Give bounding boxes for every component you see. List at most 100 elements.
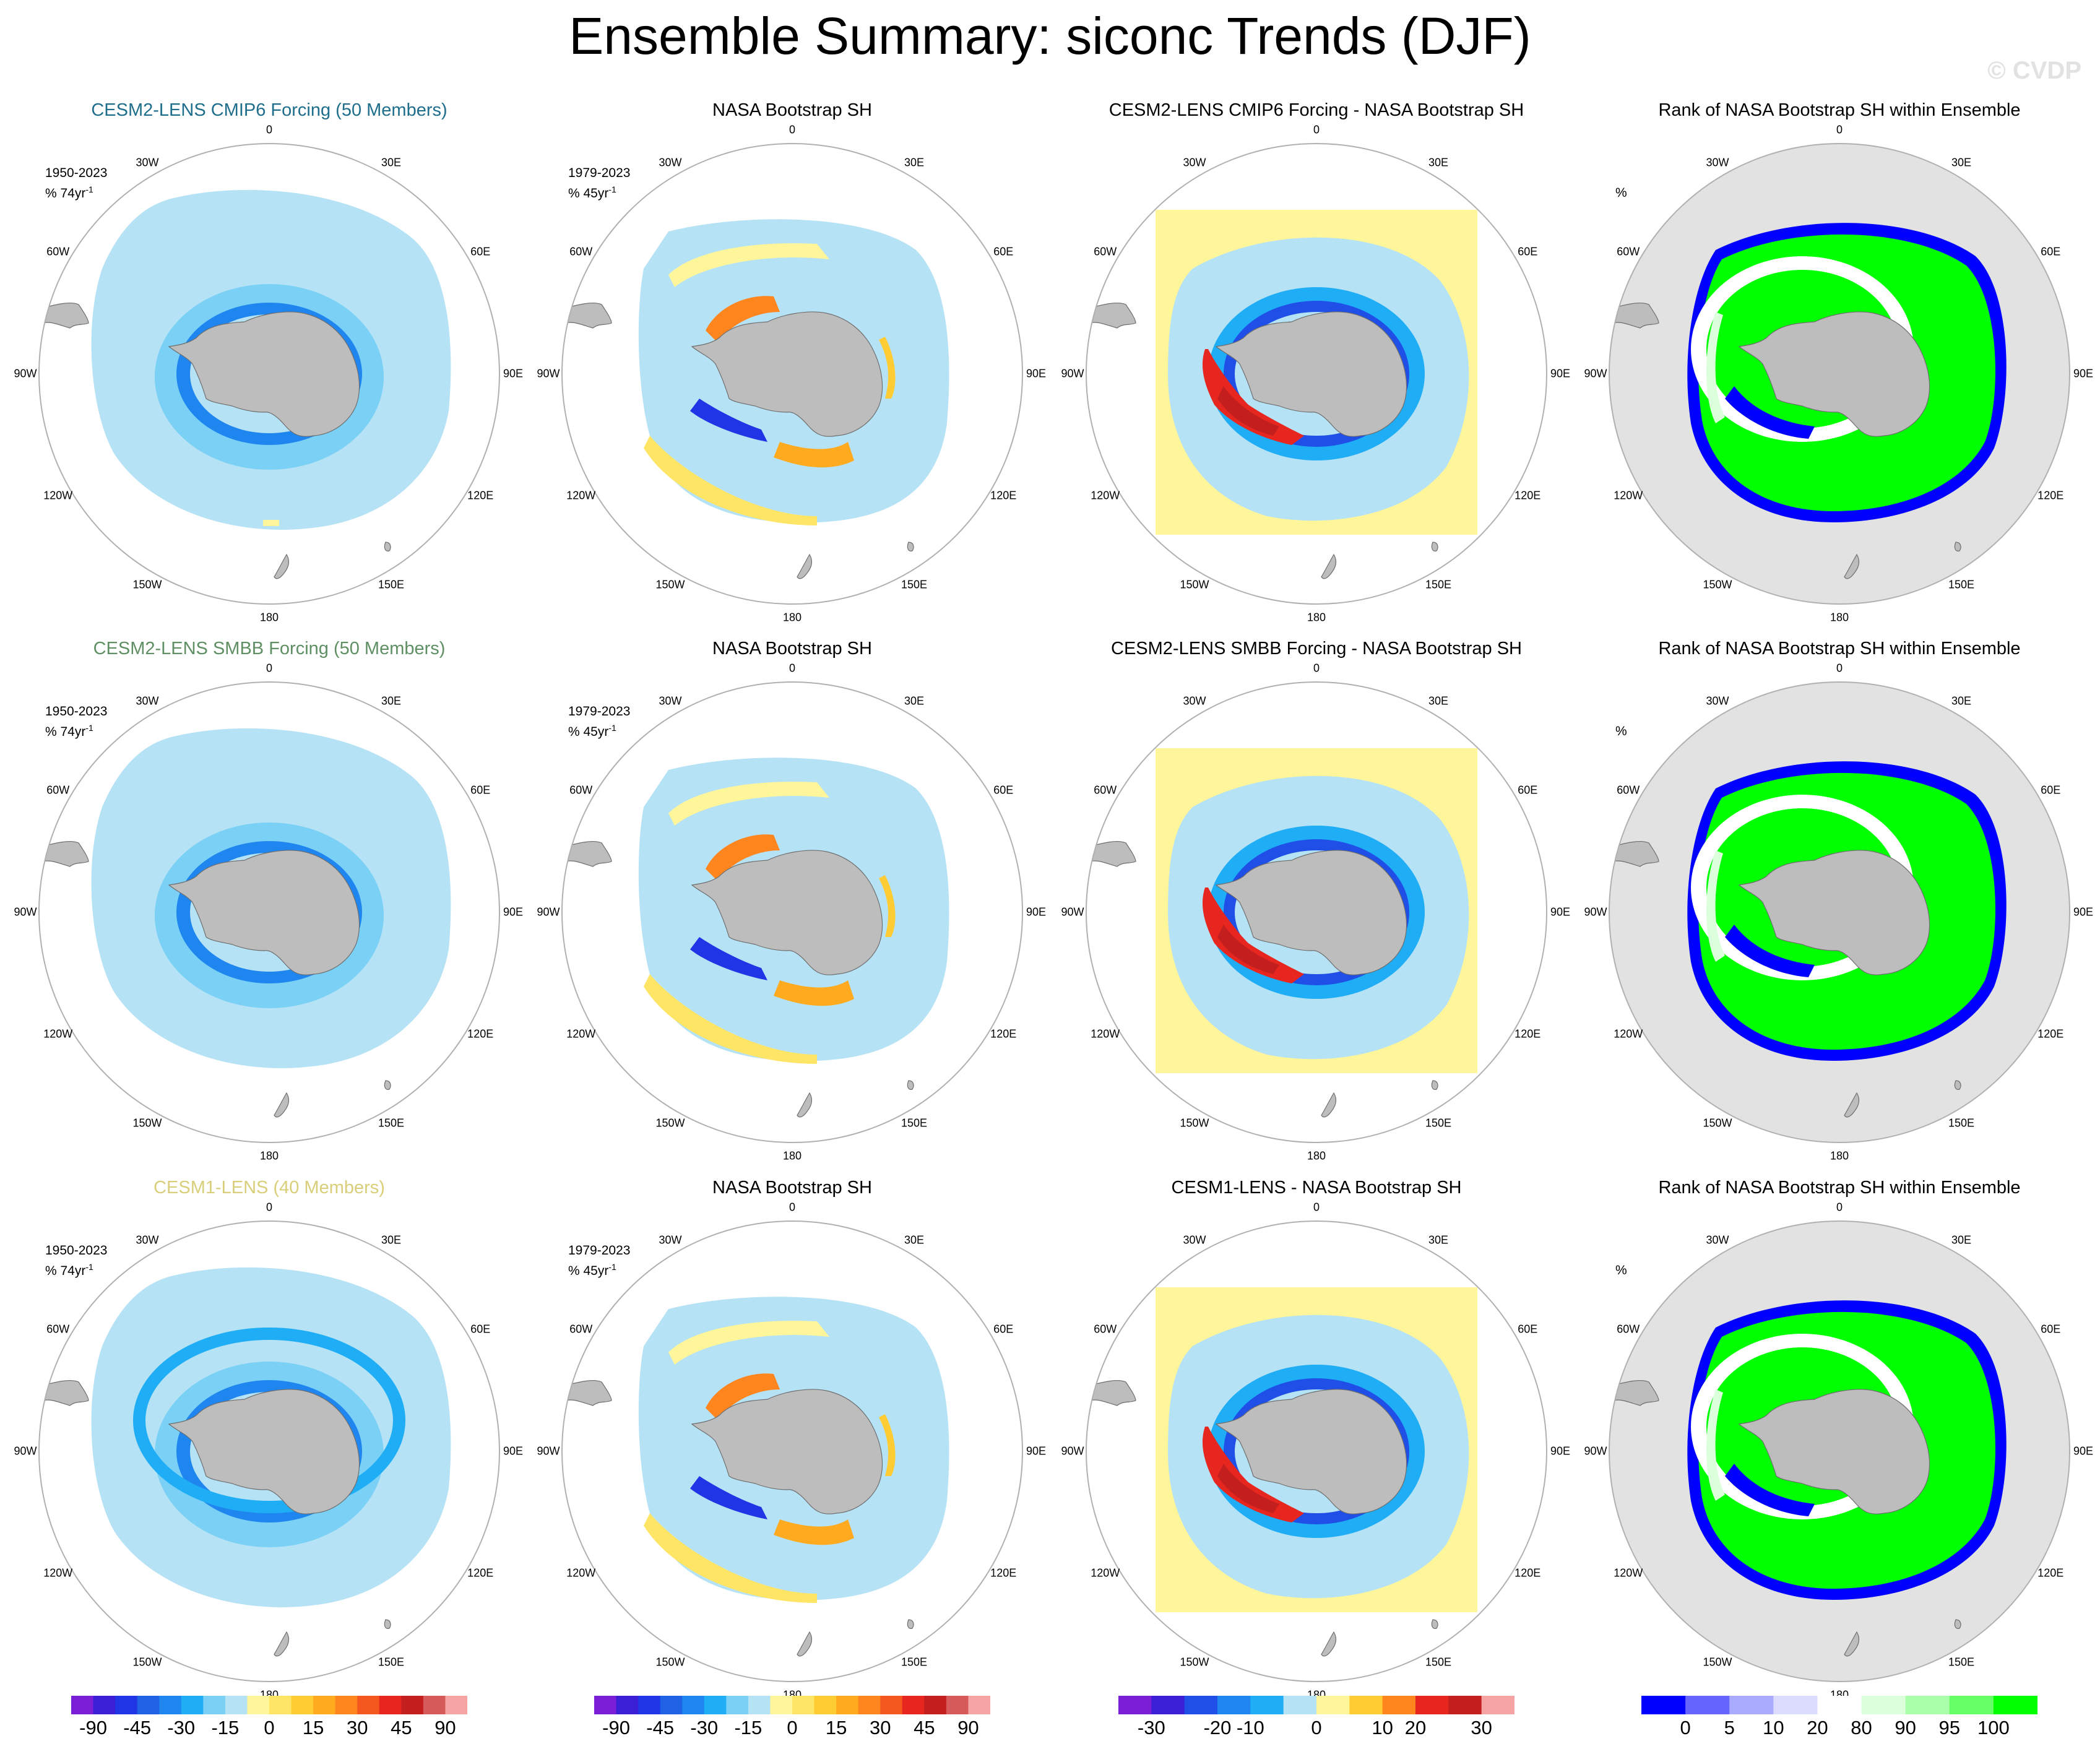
colorbar-label: 45 — [914, 1717, 935, 1738]
new-zealand-landmass — [1321, 1092, 1337, 1118]
colorbar-swatch — [1316, 1696, 1350, 1714]
longitude-label: 120W — [566, 489, 596, 502]
colorbar-label: 95 — [1938, 1717, 1961, 1738]
longitude-label: 60W — [46, 1323, 70, 1336]
longitude-label: 120W — [43, 1566, 73, 1579]
colorbar-swatch — [924, 1696, 947, 1714]
colorbar-swatches — [1118, 1696, 1515, 1714]
new-zealand-landmass — [274, 1092, 290, 1118]
colorbar-label: -20 — [1203, 1717, 1232, 1738]
longitude-label: 120W — [1091, 489, 1120, 502]
colorbar-swatch — [401, 1696, 424, 1714]
longitude-label: 120W — [43, 489, 73, 502]
longitude-label: 150E — [378, 578, 405, 591]
longitude-label: 150E — [901, 1116, 928, 1129]
colorbar-swatch — [792, 1696, 815, 1714]
panel-title: NASA Bootstrap SH — [712, 1178, 872, 1198]
longitude-label: 120E — [990, 489, 1017, 502]
colorbar-swatch — [203, 1696, 226, 1714]
polar-map — [1609, 1220, 2070, 1682]
colorbar-swatch — [836, 1696, 859, 1714]
tasmania-landmass — [907, 1619, 914, 1629]
colorbar-swatch — [1250, 1696, 1284, 1714]
colorbar-swatch — [445, 1696, 468, 1714]
antarctica-landmass — [1215, 850, 1407, 975]
trend-unit-exponent: -1 — [608, 184, 616, 194]
colorbar-swatch — [115, 1696, 138, 1714]
longitude-label: 90W — [1584, 1445, 1607, 1458]
trend-unit-label: % 74yr-1 — [45, 181, 107, 202]
colorbar-swatch — [181, 1696, 204, 1714]
longitude-label: 90W — [1061, 1445, 1084, 1458]
colorbar-swatch — [1349, 1696, 1383, 1714]
longitude-label: 90W — [537, 367, 560, 380]
south-america-landmass — [1086, 302, 1136, 329]
diff-patch-strong-positive — [1217, 1464, 1279, 1513]
longitude-label: 120W — [1614, 1566, 1643, 1579]
longitude-label: 120W — [1091, 1027, 1120, 1040]
longitude-label: 60W — [46, 784, 70, 797]
longitude-label: 180 — [782, 611, 802, 624]
longitude-label: 180 — [1307, 611, 1326, 624]
south-america-landmass — [39, 1380, 89, 1406]
longitude-label: 120W — [1614, 1027, 1643, 1040]
longitude-label: 60W — [569, 245, 593, 258]
longitude-label: 180 — [1830, 611, 1849, 624]
longitude-label: 150E — [1425, 1656, 1452, 1669]
longitude-label: 90E — [503, 905, 524, 918]
trend-unit-label: % 45yr-1 — [568, 181, 630, 202]
rank-patch-low-amundsen — [1725, 925, 1815, 977]
colorbar-swatch — [1773, 1696, 1818, 1714]
colorbar-label: 0 — [787, 1717, 798, 1738]
longitude-label: 0 — [266, 123, 273, 136]
watermark: © CVDP — [1987, 57, 2081, 84]
trend-unit-exponent: -1 — [608, 1262, 616, 1272]
longitude-label: 0 — [789, 1201, 796, 1214]
trend-unit-text: % 45yr — [568, 725, 609, 739]
antarctica-landmass — [168, 1389, 360, 1514]
colorbar-swatch — [1217, 1696, 1251, 1714]
polar-map — [561, 681, 1023, 1143]
trend-patch-increase-east — [879, 337, 896, 399]
longitude-label: 60E — [470, 784, 491, 797]
new-zealand-landmass — [1321, 1631, 1337, 1657]
diff-patch-strong-positive — [1217, 925, 1279, 974]
longitude-label: 60E — [2041, 784, 2061, 797]
period-label: 1979-2023 — [568, 166, 631, 180]
colorbar-label: -15 — [211, 1717, 240, 1738]
antarctica-landmass — [1738, 311, 1930, 437]
longitude-label: 90E — [1026, 1445, 1047, 1458]
map-boundary-circle — [1086, 1220, 1547, 1682]
antarctica-landmass — [691, 850, 883, 975]
longitude-label: 90E — [1550, 367, 1571, 380]
longitude-label: 90W — [537, 905, 560, 918]
longitude-label: 30W — [136, 156, 159, 169]
longitude-label: 30W — [1183, 694, 1206, 707]
map-boundary-circle — [1086, 681, 1547, 1143]
antarctica-landmass — [1738, 850, 1930, 975]
colorbar-swatch — [1382, 1696, 1416, 1714]
longitude-label: 0 — [1313, 1201, 1320, 1214]
map-boundary-circle — [561, 681, 1023, 1143]
trend-unit-text: % 45yr — [568, 186, 609, 201]
longitude-label: 30E — [904, 156, 925, 169]
longitude-label: 30E — [1428, 694, 1449, 707]
period-label: 1979-2023 — [568, 704, 631, 719]
south-america-landmass — [39, 302, 89, 329]
trend-patch-weak-increase — [668, 243, 829, 287]
polar-map — [561, 143, 1023, 605]
longitude-label: 30E — [904, 1233, 925, 1246]
longitude-label: 150E — [1948, 578, 1975, 591]
trend-patch-weak-increase — [668, 782, 829, 826]
rank-patch-mid-west — [1706, 1389, 1725, 1501]
colorbar-label: 0 — [264, 1717, 275, 1738]
longitude-label: 120E — [2037, 1566, 2064, 1579]
trend-patch-increase-outer — [644, 1513, 817, 1603]
colorbar-label: 5 — [1724, 1717, 1735, 1738]
rank-patch-low-amundsen — [1725, 1464, 1815, 1516]
trend-patch-increase-outer — [644, 974, 817, 1064]
colorbar-3: -30 -20 -10 0 10 20 30 — [1118, 1696, 1515, 1745]
longitude-label: 90E — [1026, 367, 1047, 380]
map-boundary-circle — [38, 143, 500, 605]
rank-unit-label: % — [1615, 186, 1627, 200]
